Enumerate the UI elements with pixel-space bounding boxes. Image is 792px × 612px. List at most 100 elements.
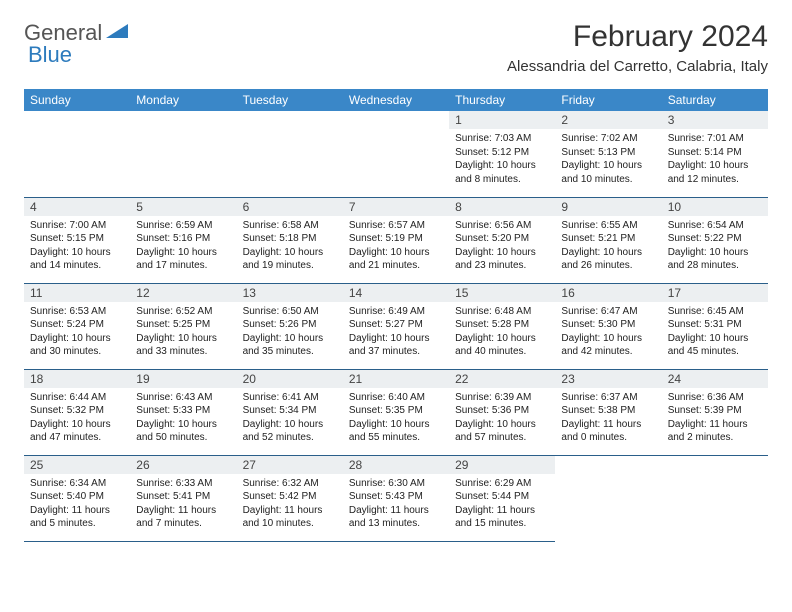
day-number: 4 bbox=[24, 198, 130, 216]
calendar-table: SundayMondayTuesdayWednesdayThursdayFrid… bbox=[24, 89, 768, 542]
calendar-cell: 5Sunrise: 6:59 AMSunset: 5:16 PMDaylight… bbox=[130, 197, 236, 283]
daylight-text: Daylight: 10 hours and 21 minutes. bbox=[349, 246, 443, 273]
sunrise-text: Sunrise: 6:49 AM bbox=[349, 305, 443, 319]
day-details: Sunrise: 6:55 AMSunset: 5:21 PMDaylight:… bbox=[555, 216, 661, 277]
sunset-text: Sunset: 5:14 PM bbox=[668, 146, 762, 160]
calendar-cell: 15Sunrise: 6:48 AMSunset: 5:28 PMDayligh… bbox=[449, 283, 555, 369]
calendar-header-row: SundayMondayTuesdayWednesdayThursdayFrid… bbox=[24, 89, 768, 111]
day-number: 10 bbox=[662, 198, 768, 216]
sunrise-text: Sunrise: 6:55 AM bbox=[561, 219, 655, 233]
sunrise-text: Sunrise: 6:44 AM bbox=[30, 391, 124, 405]
weekday-header: Wednesday bbox=[343, 89, 449, 111]
sunset-text: Sunset: 5:16 PM bbox=[136, 232, 230, 246]
sunrise-text: Sunrise: 6:47 AM bbox=[561, 305, 655, 319]
title-block: February 2024 Alessandria del Carretto, … bbox=[507, 20, 768, 75]
sunset-text: Sunset: 5:27 PM bbox=[349, 318, 443, 332]
day-number: 29 bbox=[449, 456, 555, 474]
day-number: 20 bbox=[237, 370, 343, 388]
day-details: Sunrise: 6:29 AMSunset: 5:44 PMDaylight:… bbox=[449, 474, 555, 535]
calendar-cell: 28Sunrise: 6:30 AMSunset: 5:43 PMDayligh… bbox=[343, 455, 449, 541]
daylight-text: Daylight: 10 hours and 26 minutes. bbox=[561, 246, 655, 273]
calendar-cell: 24Sunrise: 6:36 AMSunset: 5:39 PMDayligh… bbox=[662, 369, 768, 455]
day-number: 17 bbox=[662, 284, 768, 302]
daylight-text: Daylight: 11 hours and 0 minutes. bbox=[561, 418, 655, 445]
day-details: Sunrise: 7:03 AMSunset: 5:12 PMDaylight:… bbox=[449, 129, 555, 190]
day-details: Sunrise: 6:50 AMSunset: 5:26 PMDaylight:… bbox=[237, 302, 343, 363]
daylight-text: Daylight: 11 hours and 7 minutes. bbox=[136, 504, 230, 531]
sunrise-text: Sunrise: 7:03 AM bbox=[455, 132, 549, 146]
day-details: Sunrise: 6:39 AMSunset: 5:36 PMDaylight:… bbox=[449, 388, 555, 449]
calendar-cell: 23Sunrise: 6:37 AMSunset: 5:38 PMDayligh… bbox=[555, 369, 661, 455]
daylight-text: Daylight: 10 hours and 30 minutes. bbox=[30, 332, 124, 359]
day-number: 18 bbox=[24, 370, 130, 388]
sunset-text: Sunset: 5:18 PM bbox=[243, 232, 337, 246]
sunset-text: Sunset: 5:26 PM bbox=[243, 318, 337, 332]
logo-text-blue: Blue bbox=[28, 42, 72, 67]
daylight-text: Daylight: 10 hours and 23 minutes. bbox=[455, 246, 549, 273]
day-details: Sunrise: 6:48 AMSunset: 5:28 PMDaylight:… bbox=[449, 302, 555, 363]
calendar-cell: 12Sunrise: 6:52 AMSunset: 5:25 PMDayligh… bbox=[130, 283, 236, 369]
day-number: 26 bbox=[130, 456, 236, 474]
day-details: Sunrise: 6:49 AMSunset: 5:27 PMDaylight:… bbox=[343, 302, 449, 363]
sunset-text: Sunset: 5:21 PM bbox=[561, 232, 655, 246]
location-text: Alessandria del Carretto, Calabria, Ital… bbox=[507, 58, 768, 75]
sunrise-text: Sunrise: 7:00 AM bbox=[30, 219, 124, 233]
day-number: 28 bbox=[343, 456, 449, 474]
sunset-text: Sunset: 5:20 PM bbox=[455, 232, 549, 246]
sunset-text: Sunset: 5:31 PM bbox=[668, 318, 762, 332]
weekday-header: Friday bbox=[555, 89, 661, 111]
sunrise-text: Sunrise: 6:53 AM bbox=[30, 305, 124, 319]
sunrise-text: Sunrise: 6:33 AM bbox=[136, 477, 230, 491]
day-number: 1 bbox=[449, 111, 555, 129]
calendar-cell: 18Sunrise: 6:44 AMSunset: 5:32 PMDayligh… bbox=[24, 369, 130, 455]
calendar-cell: 8Sunrise: 6:56 AMSunset: 5:20 PMDaylight… bbox=[449, 197, 555, 283]
calendar-cell bbox=[24, 111, 130, 197]
sunrise-text: Sunrise: 6:45 AM bbox=[668, 305, 762, 319]
sunrise-text: Sunrise: 6:41 AM bbox=[243, 391, 337, 405]
day-details: Sunrise: 7:00 AMSunset: 5:15 PMDaylight:… bbox=[24, 216, 130, 277]
calendar-week-row: 4Sunrise: 7:00 AMSunset: 5:15 PMDaylight… bbox=[24, 197, 768, 283]
sunset-text: Sunset: 5:44 PM bbox=[455, 490, 549, 504]
sunset-text: Sunset: 5:38 PM bbox=[561, 404, 655, 418]
day-number: 16 bbox=[555, 284, 661, 302]
daylight-text: Daylight: 11 hours and 13 minutes. bbox=[349, 504, 443, 531]
logo-blue-row: Blue bbox=[28, 42, 72, 68]
sunrise-text: Sunrise: 6:52 AM bbox=[136, 305, 230, 319]
sunrise-text: Sunrise: 6:37 AM bbox=[561, 391, 655, 405]
daylight-text: Daylight: 10 hours and 14 minutes. bbox=[30, 246, 124, 273]
calendar-cell: 27Sunrise: 6:32 AMSunset: 5:42 PMDayligh… bbox=[237, 455, 343, 541]
daylight-text: Daylight: 10 hours and 33 minutes. bbox=[136, 332, 230, 359]
sunrise-text: Sunrise: 6:39 AM bbox=[455, 391, 549, 405]
calendar-week-row: 11Sunrise: 6:53 AMSunset: 5:24 PMDayligh… bbox=[24, 283, 768, 369]
day-details: Sunrise: 7:01 AMSunset: 5:14 PMDaylight:… bbox=[662, 129, 768, 190]
calendar-cell: 29Sunrise: 6:29 AMSunset: 5:44 PMDayligh… bbox=[449, 455, 555, 541]
day-details: Sunrise: 7:02 AMSunset: 5:13 PMDaylight:… bbox=[555, 129, 661, 190]
day-number: 19 bbox=[130, 370, 236, 388]
daylight-text: Daylight: 10 hours and 19 minutes. bbox=[243, 246, 337, 273]
sunrise-text: Sunrise: 6:40 AM bbox=[349, 391, 443, 405]
day-details: Sunrise: 6:57 AMSunset: 5:19 PMDaylight:… bbox=[343, 216, 449, 277]
day-details: Sunrise: 6:56 AMSunset: 5:20 PMDaylight:… bbox=[449, 216, 555, 277]
day-number: 14 bbox=[343, 284, 449, 302]
sunset-text: Sunset: 5:32 PM bbox=[30, 404, 124, 418]
sunset-text: Sunset: 5:30 PM bbox=[561, 318, 655, 332]
daylight-text: Daylight: 10 hours and 47 minutes. bbox=[30, 418, 124, 445]
day-number: 5 bbox=[130, 198, 236, 216]
daylight-text: Daylight: 10 hours and 37 minutes. bbox=[349, 332, 443, 359]
weekday-header: Sunday bbox=[24, 89, 130, 111]
sunset-text: Sunset: 5:15 PM bbox=[30, 232, 124, 246]
daylight-text: Daylight: 10 hours and 10 minutes. bbox=[561, 159, 655, 186]
calendar-week-row: 25Sunrise: 6:34 AMSunset: 5:40 PMDayligh… bbox=[24, 455, 768, 541]
day-details: Sunrise: 6:44 AMSunset: 5:32 PMDaylight:… bbox=[24, 388, 130, 449]
calendar-cell: 13Sunrise: 6:50 AMSunset: 5:26 PMDayligh… bbox=[237, 283, 343, 369]
weekday-header: Thursday bbox=[449, 89, 555, 111]
calendar-cell: 3Sunrise: 7:01 AMSunset: 5:14 PMDaylight… bbox=[662, 111, 768, 197]
weekday-header: Tuesday bbox=[237, 89, 343, 111]
calendar-cell: 20Sunrise: 6:41 AMSunset: 5:34 PMDayligh… bbox=[237, 369, 343, 455]
day-number: 9 bbox=[555, 198, 661, 216]
sunset-text: Sunset: 5:12 PM bbox=[455, 146, 549, 160]
daylight-text: Daylight: 11 hours and 10 minutes. bbox=[243, 504, 337, 531]
sunrise-text: Sunrise: 6:30 AM bbox=[349, 477, 443, 491]
day-number: 11 bbox=[24, 284, 130, 302]
calendar-cell bbox=[555, 455, 661, 541]
